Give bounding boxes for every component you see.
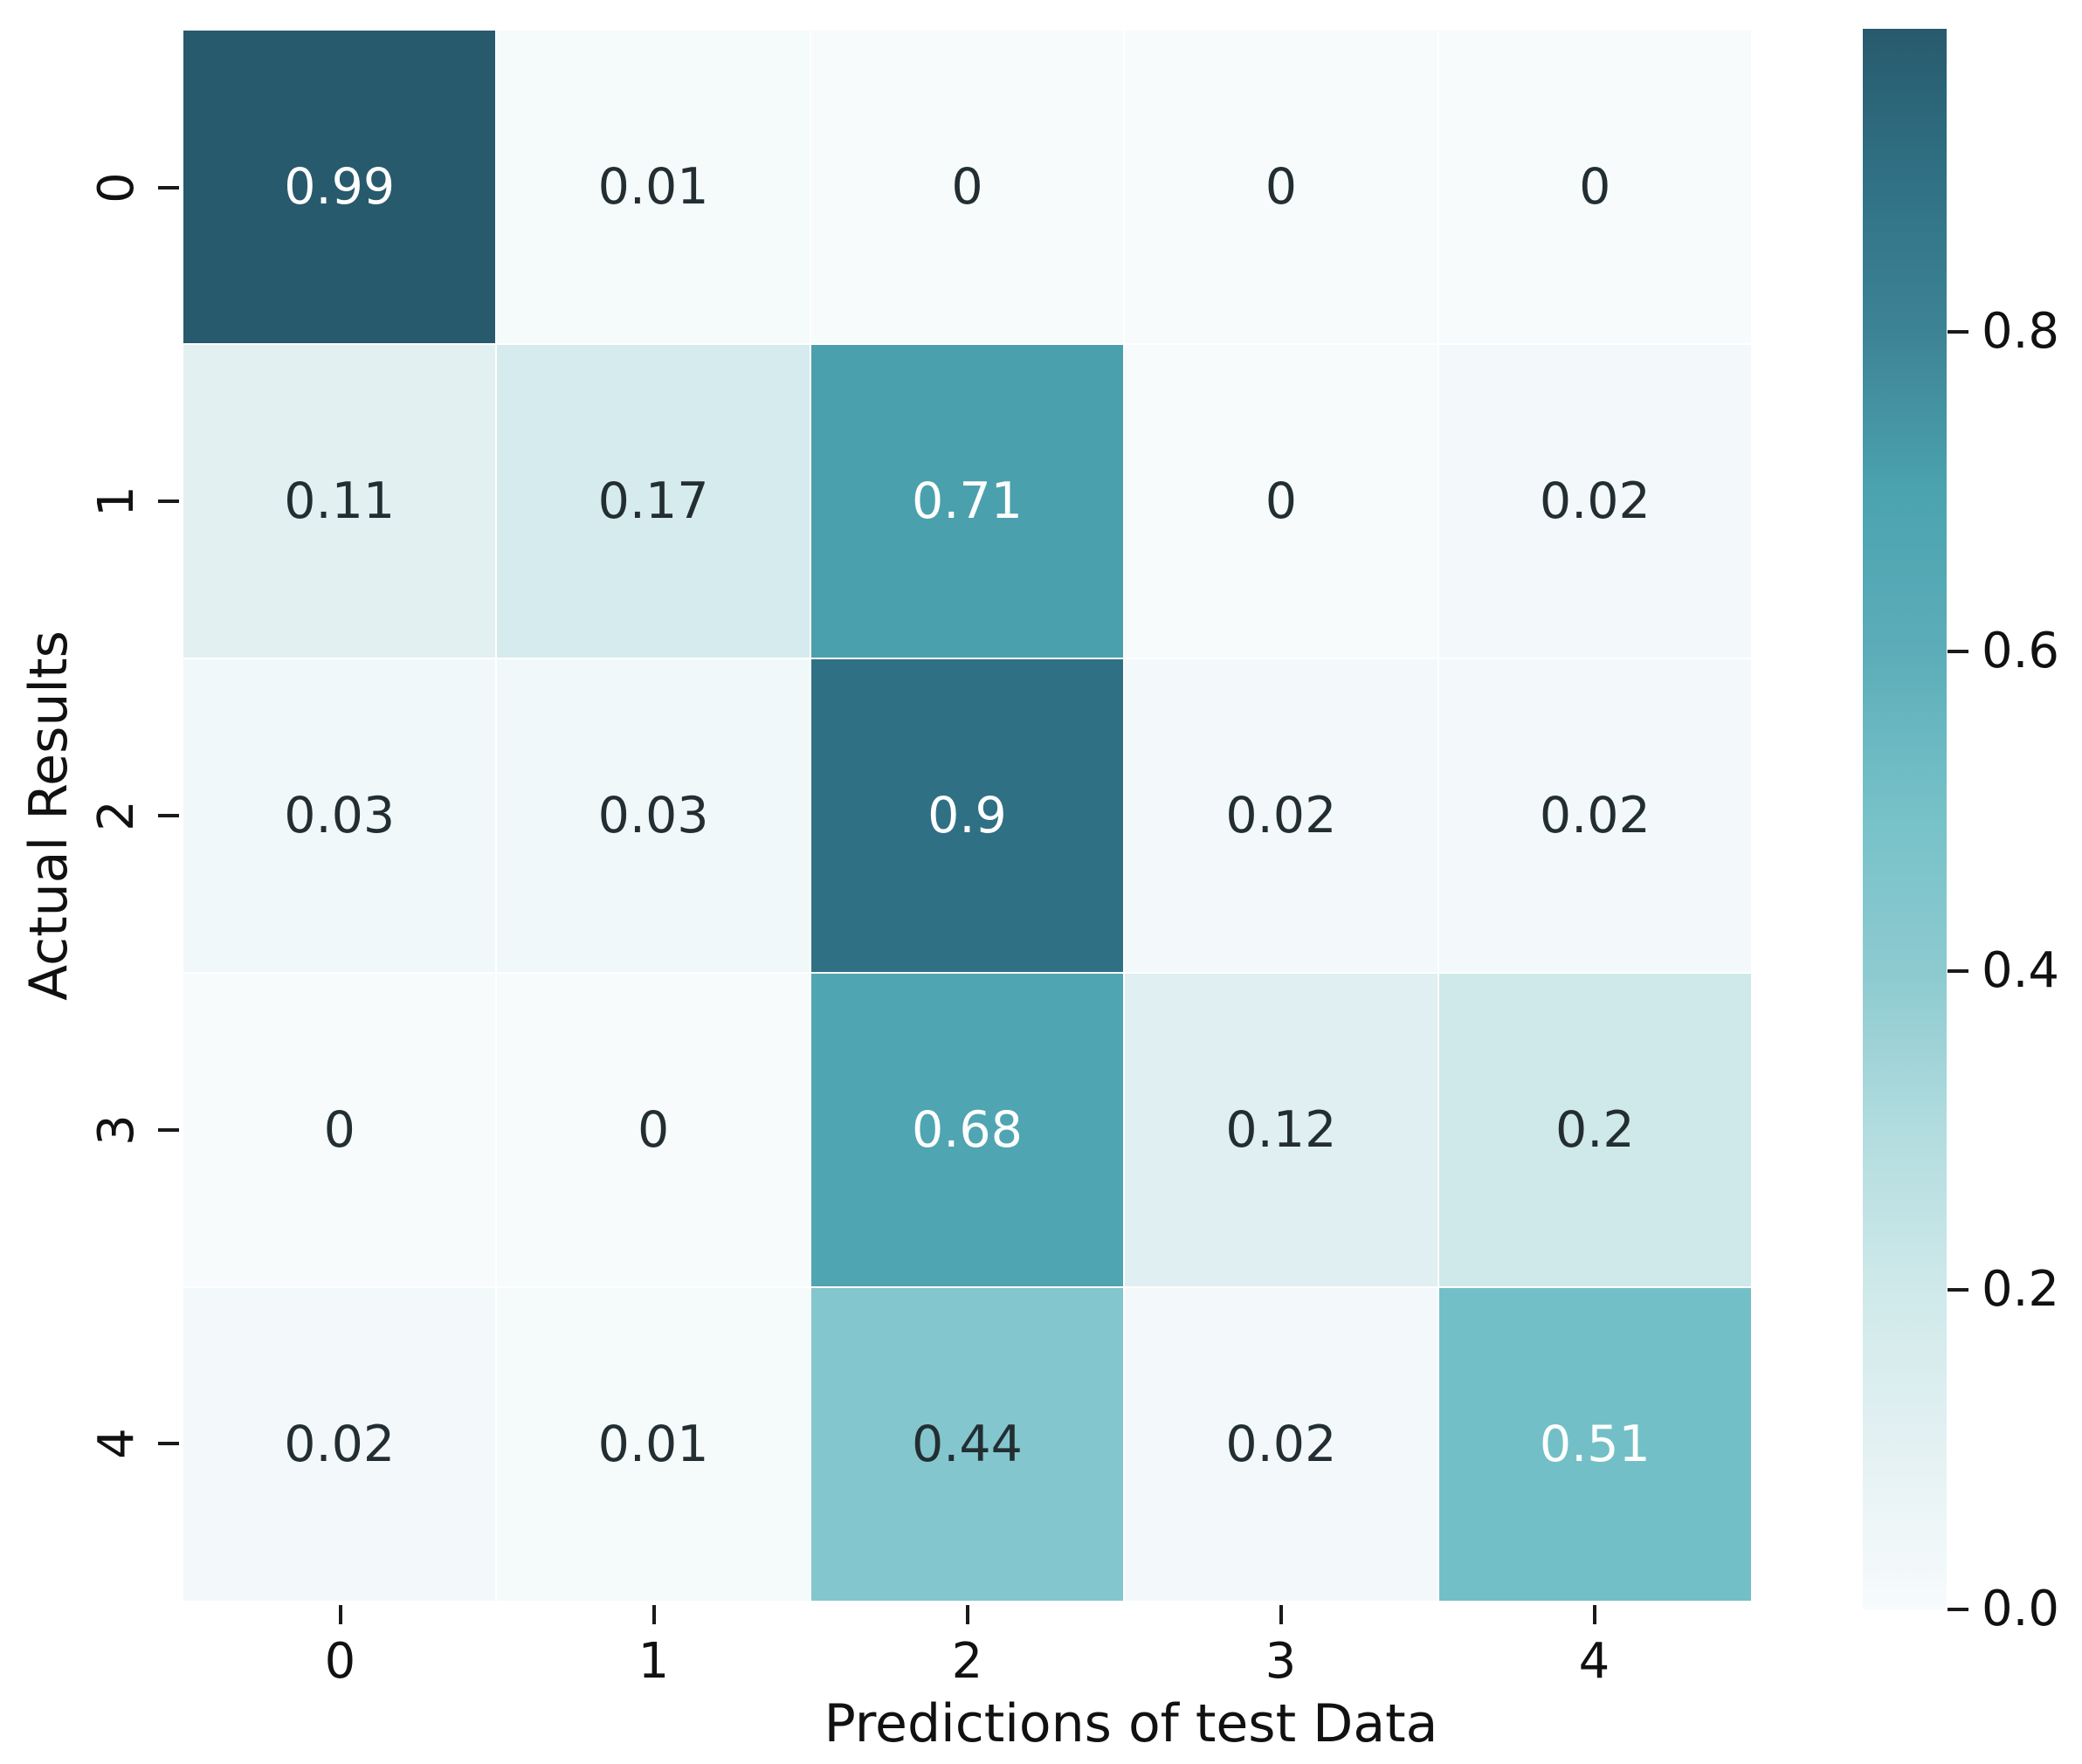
y-axis-label: Actual Results xyxy=(18,630,79,1001)
heatmap-cell-r4c3: 0.02 xyxy=(1125,1288,1437,1601)
x-tick-label: 2 xyxy=(951,1633,983,1690)
heatmap-cell-r0c2: 0 xyxy=(810,31,1124,343)
colorbar-tick-label: 0.4 xyxy=(1982,941,2060,999)
colorbar xyxy=(1863,29,1947,1609)
colorbar-tick-mark xyxy=(1948,1288,1968,1292)
x-tick-mark xyxy=(1279,1605,1283,1624)
y-tick-label: 4 xyxy=(88,1428,145,1460)
colorbar-tick-label: 0.2 xyxy=(1982,1261,2060,1319)
heatmap-cell-r1c4: 0.02 xyxy=(1438,345,1751,658)
colorbar-tick-label: 0.8 xyxy=(1982,303,2060,361)
y-tick-mark xyxy=(158,1442,179,1446)
x-tick-mark xyxy=(651,1605,656,1624)
heatmap-cell-r4c4: 0.51 xyxy=(1438,1288,1751,1601)
heatmap-cell-r3c2: 0.68 xyxy=(810,974,1124,1286)
heatmap-cell-r4c1: 0.01 xyxy=(497,1288,810,1601)
heatmap-cell-r0c4: 0 xyxy=(1438,31,1751,343)
heatmap-cell-r2c0: 0.03 xyxy=(183,659,496,972)
heatmap-cell-r0c1: 0.01 xyxy=(497,31,810,343)
x-tick-label: 1 xyxy=(638,1633,670,1690)
colorbar-tick-mark xyxy=(1948,968,1968,973)
heatmap-cell-r1c0: 0.11 xyxy=(183,345,496,658)
heatmap-cell-r4c0: 0.02 xyxy=(183,1288,496,1601)
heatmap-cell-r3c3: 0.12 xyxy=(1125,974,1437,1286)
x-tick-mark xyxy=(1592,1605,1596,1624)
x-tick-label: 0 xyxy=(324,1633,356,1690)
y-tick-mark xyxy=(158,1127,179,1132)
x-tick-label: 4 xyxy=(1578,1633,1610,1690)
y-tick-label: 1 xyxy=(88,486,145,518)
x-tick-label: 3 xyxy=(1265,1633,1297,1690)
heatmap-cell-r0c3: 0 xyxy=(1125,31,1437,343)
colorbar-tick-mark xyxy=(1948,330,1968,334)
heatmap-cell-r1c3: 0 xyxy=(1125,345,1437,658)
heatmap-grid: 0.99 0.01 0 0 0 0.11 0.17 0.71 0 0.02 0.03 0.03 0.9 0… xyxy=(183,31,1751,1601)
y-tick-mark xyxy=(158,814,179,817)
colorbar-tick-mark xyxy=(1948,1608,1968,1611)
heatmap-cell-r1c1: 0.17 xyxy=(497,345,810,658)
heatmap-cell-r2c1: 0.03 xyxy=(497,659,810,972)
heatmap-cell-r4c2: 0.44 xyxy=(810,1288,1124,1601)
heatmap-cell-r3c1: 0 xyxy=(497,974,810,1286)
x-tick-mark xyxy=(338,1605,342,1624)
y-tick-label: 2 xyxy=(88,800,145,831)
heatmap-cell-r1c2: 0.71 xyxy=(810,345,1124,658)
heatmap-cell-r2c2: 0.9 xyxy=(810,659,1124,972)
heatmap-cell-r0c0: 0.99 xyxy=(183,31,496,343)
y-tick-label: 0 xyxy=(88,171,145,203)
heatmap-cell-r2c3: 0.02 xyxy=(1125,659,1437,972)
heatmap-cell-r2c4: 0.02 xyxy=(1438,659,1751,972)
y-tick-mark xyxy=(158,500,179,504)
heatmap-cell-r3c4: 0.2 xyxy=(1438,974,1751,1286)
colorbar-tick-label: 0.0 xyxy=(1982,1581,2060,1637)
y-tick-mark xyxy=(158,185,179,189)
y-tick-label: 3 xyxy=(88,1113,145,1146)
x-tick-mark xyxy=(965,1605,969,1624)
colorbar-tick-mark xyxy=(1948,650,1968,654)
colorbar-tick-label: 0.6 xyxy=(1982,623,2060,680)
x-axis-label: Predictions of test Data xyxy=(824,1693,1438,1754)
heatmap-cell-r3c0: 0 xyxy=(183,974,496,1286)
